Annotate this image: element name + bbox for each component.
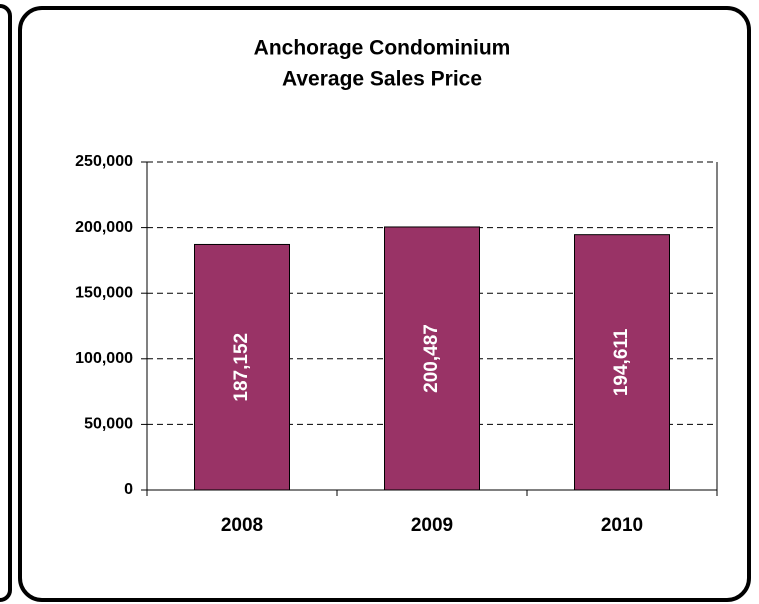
y-tick-label: 100,000	[75, 350, 133, 367]
data-label: 194,611	[611, 328, 632, 396]
y-tick-label: 250,000	[75, 153, 133, 170]
chart-title: Average Sales Price	[282, 68, 482, 91]
bar	[574, 234, 670, 491]
data-label: 187,152	[231, 333, 252, 402]
y-tick-label: 150,000	[75, 284, 133, 301]
chart-title: Anchorage Condominium	[254, 37, 511, 60]
y-tick-label: 200,000	[75, 219, 133, 236]
x-tick-label: 2010	[601, 515, 643, 536]
bar	[384, 226, 480, 491]
bar	[194, 243, 290, 491]
y-tick-label: 50,000	[84, 416, 133, 433]
x-tick-label: 2008	[221, 515, 263, 536]
x-tick-label: 2009	[411, 515, 453, 536]
neighbor-frame	[0, 4, 12, 602]
y-tick-label: 0	[124, 481, 133, 498]
data-label: 200,487	[421, 324, 442, 393]
